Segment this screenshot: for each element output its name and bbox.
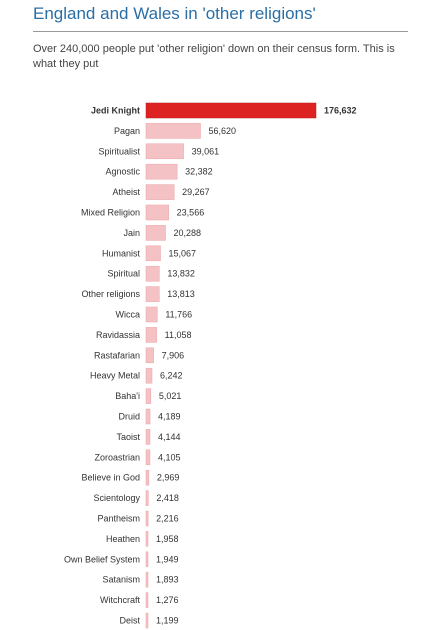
value-label: 39,061 <box>192 146 220 156</box>
bar <box>145 612 149 629</box>
bar <box>145 388 152 404</box>
bar <box>145 286 160 302</box>
value-label: 13,813 <box>167 289 195 299</box>
title-divider <box>33 31 408 32</box>
category-label: Witchcraft <box>100 595 141 605</box>
chart-subtitle: Over 240,000 people put 'other religion'… <box>33 43 395 70</box>
bar <box>145 184 175 200</box>
category-label: Humanist <box>102 248 141 258</box>
value-label: 1,958 <box>156 534 179 544</box>
bar <box>145 449 151 466</box>
category-label: Jain <box>123 228 140 238</box>
value-label: 23,566 <box>177 208 205 218</box>
bar <box>145 163 178 180</box>
bar <box>145 531 149 547</box>
bar <box>145 123 201 139</box>
bar <box>145 265 160 282</box>
value-label: 56,620 <box>208 126 236 136</box>
chart-title: England and Wales in 'other religions' <box>33 4 316 23</box>
category-label: Other religions <box>81 289 140 299</box>
value-label: 2,418 <box>156 493 179 503</box>
bar <box>145 367 153 384</box>
category-label: Ravidassia <box>96 330 140 340</box>
category-label: Spiritualist <box>98 146 140 156</box>
value-label: 1,949 <box>156 554 179 564</box>
bar <box>145 592 149 608</box>
value-label: 4,144 <box>158 432 181 442</box>
category-label: Scientology <box>93 493 140 503</box>
value-label: 11,766 <box>165 310 192 320</box>
category-label: Spiritual <box>107 269 140 279</box>
value-label: 13,832 <box>167 269 195 279</box>
category-label: Agnostic <box>105 167 140 177</box>
category-label: Taoist <box>116 432 140 442</box>
value-label: 1,893 <box>156 575 179 585</box>
category-label: Jedi Knight <box>91 106 140 116</box>
value-label: 176,632 <box>324 106 357 116</box>
value-label: 20,288 <box>174 228 202 238</box>
bar <box>145 429 151 445</box>
bar <box>145 469 150 486</box>
bar <box>145 306 158 323</box>
value-label: 2,216 <box>156 514 179 524</box>
highlighted-bar <box>145 102 317 119</box>
value-label: 7,906 <box>162 350 185 360</box>
bar <box>145 490 149 506</box>
bar <box>145 204 169 221</box>
category-label: Atheist <box>112 187 140 197</box>
category-label: Believe in God <box>81 473 140 483</box>
value-label: 6,242 <box>160 371 183 381</box>
value-label: 11,058 <box>165 330 192 340</box>
value-label: 1,276 <box>156 595 179 605</box>
value-label: 32,382 <box>185 167 213 177</box>
bar <box>145 143 184 160</box>
category-label: Pantheism <box>97 514 140 524</box>
bar <box>145 551 149 568</box>
bar <box>145 245 161 262</box>
category-label: Own Belief System <box>64 554 140 564</box>
category-label: Pagan <box>114 126 140 136</box>
value-label: 2,969 <box>157 473 180 483</box>
category-label: Druid <box>118 412 140 422</box>
category-label: Deist <box>119 616 140 626</box>
category-label: Heavy Metal <box>90 371 140 381</box>
value-label: 15,067 <box>169 248 197 258</box>
bar <box>145 408 151 425</box>
category-label: Rastafarian <box>94 350 140 360</box>
bar <box>145 347 154 364</box>
bar <box>145 571 149 588</box>
value-label: 1,199 <box>156 616 179 626</box>
value-label: 5,021 <box>159 391 182 401</box>
category-label: Satanism <box>102 575 140 585</box>
bar <box>145 225 166 241</box>
bar <box>145 327 157 343</box>
category-label: Baha'i <box>115 391 140 401</box>
bar <box>145 510 149 527</box>
category-label: Mixed Religion <box>81 208 140 218</box>
category-label: Heathen <box>106 534 140 544</box>
value-label: 4,105 <box>158 452 181 462</box>
category-label: Wicca <box>116 310 141 320</box>
value-label: 4,189 <box>158 412 181 422</box>
category-label: Zoroastrian <box>94 452 140 462</box>
value-label: 29,267 <box>182 187 210 197</box>
